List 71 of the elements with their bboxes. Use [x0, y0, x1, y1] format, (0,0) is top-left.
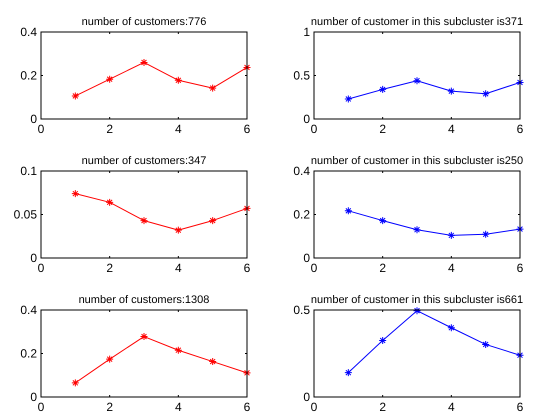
point	[106, 75, 114, 84]
y-tick-label: 0	[303, 112, 310, 126]
x-tick-label: 2	[106, 122, 114, 136]
point	[106, 198, 114, 206]
chart-title: number of customers:776	[82, 16, 206, 28]
chart-title: number of customer in this subcluster is661	[310, 294, 524, 306]
point	[174, 226, 182, 234]
y-tick-label: 0.2	[20, 68, 38, 82]
chart-title: number of customers:1308	[78, 294, 210, 306]
y-tick-label: 0	[303, 251, 310, 265]
point	[344, 94, 352, 103]
point	[106, 355, 114, 364]
x-tick-label: 2	[379, 122, 386, 136]
x-tick-label: 6	[244, 261, 251, 275]
point	[413, 226, 421, 234]
x-tick-label: 4	[448, 261, 455, 275]
x-tick-label: 2	[379, 400, 386, 414]
y-tick-label: 0	[30, 112, 38, 126]
y-tick-label: 0.4	[20, 303, 38, 317]
point	[208, 358, 217, 366]
x-tick-label: 6	[244, 400, 251, 414]
point	[482, 340, 490, 348]
point	[482, 90, 490, 98]
x-tick-label: 4	[448, 122, 455, 136]
point	[447, 231, 456, 240]
x-tick-label: 6	[516, 261, 524, 275]
point	[174, 346, 182, 354]
x-tick-label: 4	[448, 400, 455, 414]
x-tick-label: 2	[106, 261, 114, 275]
y-tick-label: 0.4	[20, 25, 38, 39]
point	[378, 336, 387, 344]
y-tick-label: 0.05	[14, 208, 38, 222]
y-tick-label: 0.5	[293, 303, 310, 317]
x-tick-label: 6	[516, 122, 524, 136]
y-tick-label: 0.2	[293, 208, 310, 222]
x-tick-label: 2	[106, 400, 114, 414]
point	[413, 76, 421, 85]
point	[447, 87, 456, 96]
point	[344, 368, 352, 377]
point	[140, 216, 148, 225]
point	[208, 84, 217, 92]
point	[140, 58, 148, 66]
x-tick-label: 6	[516, 400, 524, 414]
point	[71, 378, 80, 387]
point	[208, 216, 217, 225]
x-tick-label: 4	[174, 400, 182, 414]
y-tick-label: 0	[30, 390, 38, 404]
y-tick-label: 1	[303, 25, 310, 39]
point	[140, 332, 148, 341]
point	[447, 324, 456, 332]
chart-title: number of customers:347	[82, 155, 206, 167]
point	[413, 306, 421, 315]
y-tick-label: 0.5	[293, 68, 310, 82]
point	[71, 190, 80, 198]
x-tick-label: 4	[174, 261, 182, 275]
point	[344, 206, 352, 215]
x-tick-label: 2	[379, 261, 386, 275]
chart-title: number of customer in this subcluster is371	[310, 16, 524, 28]
point	[378, 216, 387, 225]
x-tick-label: 4	[174, 122, 182, 136]
chart-title: number of customer in this subcluster is250	[310, 155, 524, 167]
y-tick-label: 0.1	[20, 164, 38, 178]
y-tick-label: 0.4	[293, 164, 310, 178]
point	[71, 92, 80, 100]
y-tick-label: 0	[303, 390, 310, 404]
y-tick-label: 0	[30, 251, 38, 265]
x-tick-label: 6	[244, 122, 251, 136]
y-tick-label: 0.2	[20, 346, 38, 360]
point	[174, 76, 182, 84]
point	[378, 85, 387, 94]
point	[482, 230, 490, 238]
